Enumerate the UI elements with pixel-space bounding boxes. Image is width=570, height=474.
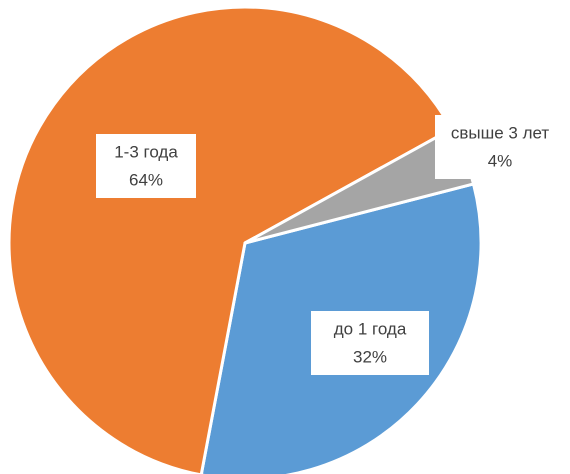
category-label: до 1 года bbox=[334, 319, 407, 338]
label-box bbox=[435, 115, 565, 179]
category-label: свыше 3 лет bbox=[451, 123, 550, 142]
pie-slice bbox=[7, 5, 454, 474]
value-label: 32% bbox=[353, 347, 387, 366]
value-label: 4% bbox=[488, 151, 513, 170]
value-label: 64% bbox=[129, 170, 163, 189]
label-box bbox=[96, 134, 196, 198]
category-label: 1-3 года bbox=[114, 142, 178, 161]
label-box bbox=[311, 311, 429, 375]
